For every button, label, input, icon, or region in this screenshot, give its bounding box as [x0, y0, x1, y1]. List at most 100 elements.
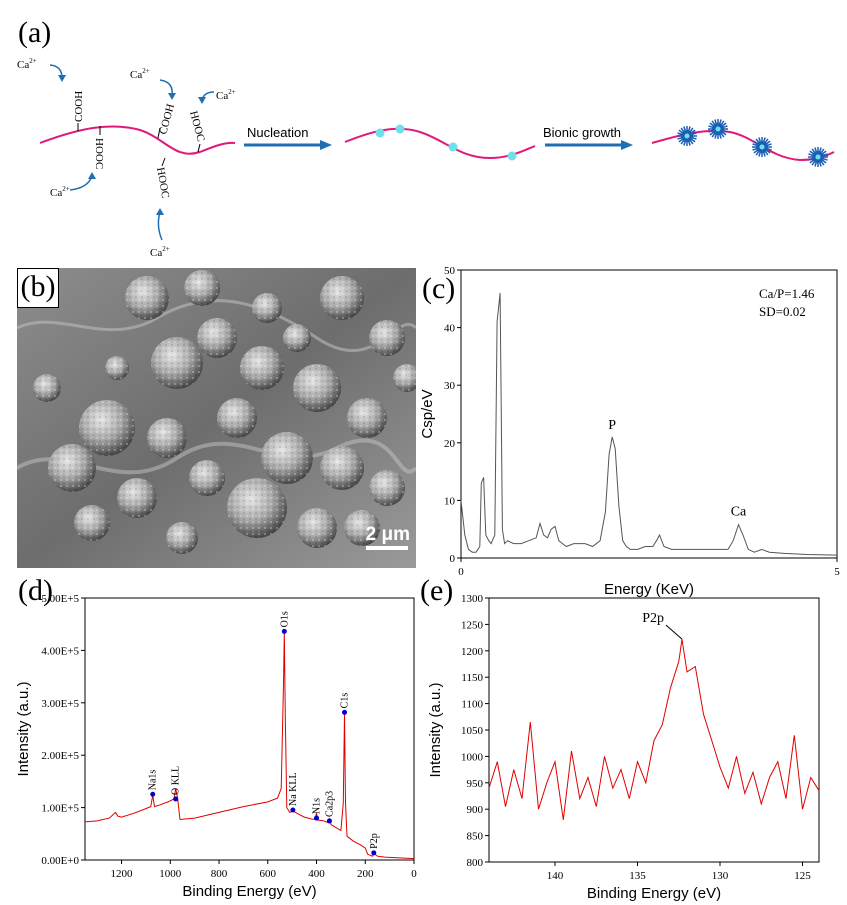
peak-label: Na1s	[148, 770, 159, 791]
y-tick-label: 950	[467, 778, 484, 790]
x-tick-label: 600	[260, 868, 277, 880]
series-line	[488, 639, 820, 820]
arrow-head-icon	[320, 140, 332, 150]
bond-4	[197, 143, 201, 153]
series-line	[84, 631, 415, 860]
arrow-icon	[157, 211, 163, 241]
peak-label: P2p	[642, 611, 664, 626]
chart-c-eds: (c) 0 10 20 30 40 50 0 5 Energy (KeV) Csp/eV P Ca Ca/…	[419, 265, 840, 598]
x-tick-label: 0	[458, 566, 464, 578]
peak-label: O KLL	[171, 766, 182, 795]
nucleus-2	[395, 124, 405, 134]
panel-a: (a) COOH HOOC COOH HOOC HOOC Ca2+ Ca2+ C…	[17, 16, 835, 259]
annotation: SD=0.02	[759, 304, 806, 319]
x-tick-label: 5	[834, 566, 840, 578]
sem-spheres	[33, 270, 416, 554]
sem-image: (b) 2 μm	[17, 268, 416, 568]
x-axis-label: Binding Energy (eV)	[587, 885, 721, 902]
y-tick-label: 30	[444, 380, 456, 392]
x-tick-label: 200	[357, 868, 374, 880]
peak-marker	[342, 709, 348, 715]
y-tick-label: 850	[467, 831, 484, 843]
panel-d-label: (d)	[18, 574, 53, 607]
peak-label: P	[608, 418, 616, 433]
y-axis-label: Csp/eV	[419, 389, 436, 438]
hooc-group-1: HOOC	[93, 138, 105, 169]
y-tick-label: 900	[467, 804, 484, 816]
bionic-growth-label: Bionic growth	[543, 125, 621, 140]
peak-label: P2p	[369, 833, 380, 849]
peak-label: Ca	[731, 504, 747, 519]
svg-text:Ca2+: Ca2+	[150, 245, 170, 259]
y-tick-label: 1250	[461, 619, 484, 631]
chart-d-xps-survey: (d) 0.00E+0 1.00E+5 2.00E+5 3.00E+5 4.00E+5 5.…	[15, 574, 417, 900]
x-axis-label: Energy (KeV)	[604, 581, 694, 598]
ca-ion-1: Ca2+	[17, 57, 66, 82]
y-axis-label: Intensity (a.u.)	[15, 681, 32, 776]
hooc-group-3: HOOC	[154, 166, 171, 199]
nucleus-4	[507, 151, 517, 161]
ca-ion-4: Ca2+	[50, 172, 96, 199]
peak-label: C1s	[340, 693, 351, 709]
x-tick-label: 130	[712, 870, 729, 882]
x-tick-label: 400	[308, 868, 325, 880]
y-tick-label: 1150	[461, 672, 483, 684]
y-tick-label: 1050	[461, 725, 484, 737]
plot-frame	[84, 597, 415, 861]
ca-ion-5: Ca2+	[150, 208, 170, 259]
svg-text:Ca2+: Ca2+	[17, 57, 37, 71]
crystal-group	[677, 119, 828, 167]
polymer-chain-3	[651, 129, 835, 162]
y-tick-label: 4.00E+5	[41, 645, 79, 657]
plot-frame	[460, 269, 838, 559]
plot-frame	[488, 597, 820, 863]
cooh-group-1: COOH	[73, 91, 85, 122]
y-tick-label: 1.00E+5	[41, 803, 79, 815]
bond-5	[161, 157, 166, 167]
y-tick-label: 0	[450, 553, 456, 565]
scale-bar	[366, 546, 408, 550]
y-tick-label: 800	[467, 857, 484, 869]
peak-leader	[665, 624, 683, 640]
x-tick-label: 1000	[159, 868, 182, 880]
y-tick-label: 1200	[461, 646, 484, 658]
y-tick-label: 1300	[461, 593, 484, 605]
ca-ion-3: Ca2+	[198, 88, 236, 104]
panel-a-label: (a)	[18, 16, 51, 49]
peak-marker	[281, 628, 287, 634]
crystal-1	[677, 126, 697, 146]
x-axis-label: Binding Energy (eV)	[182, 883, 316, 900]
peak-label: Ca2p3	[324, 791, 335, 817]
y-tick-label: 3.00E+5	[41, 698, 79, 710]
nucleus-3	[448, 142, 458, 152]
y-tick-label: 10	[444, 495, 456, 507]
x-tick-label: 135	[629, 870, 646, 882]
polymer-chain-2	[344, 127, 536, 160]
y-tick-label: 1100	[461, 699, 483, 711]
peak-marker	[326, 818, 332, 824]
y-tick-label: 40	[444, 323, 456, 335]
x-tick-label: 0	[411, 868, 417, 880]
peak-marker	[173, 796, 179, 802]
crystal-4	[808, 147, 828, 167]
scale-bar-label: 2 μm	[365, 524, 410, 545]
hooc-group-2: HOOC	[187, 110, 207, 143]
nucleation-label: Nucleation	[247, 125, 308, 140]
arrow-head-icon	[621, 140, 633, 150]
y-tick-label: 1000	[461, 751, 484, 763]
peak-label: O1s	[279, 611, 290, 627]
peak-marker	[290, 807, 296, 813]
panel-c-label: (c)	[422, 272, 455, 305]
peak-marker	[314, 815, 320, 821]
series-line	[460, 292, 838, 556]
x-tick-label: 140	[547, 870, 564, 882]
chart-e-xps-p2p: (e) 800 850 900 950 1000 1050 1100 1150 1200 1250 1…	[420, 574, 820, 902]
y-tick-label: 20	[444, 438, 456, 450]
svg-text:Ca2+: Ca2+	[216, 88, 236, 102]
peak-label: N1s	[312, 798, 323, 814]
y-tick-label: 0.00E+0	[41, 855, 79, 867]
crystal-3	[752, 137, 772, 157]
x-tick-label: 125	[794, 870, 811, 882]
y-tick-label: 50	[444, 265, 456, 277]
